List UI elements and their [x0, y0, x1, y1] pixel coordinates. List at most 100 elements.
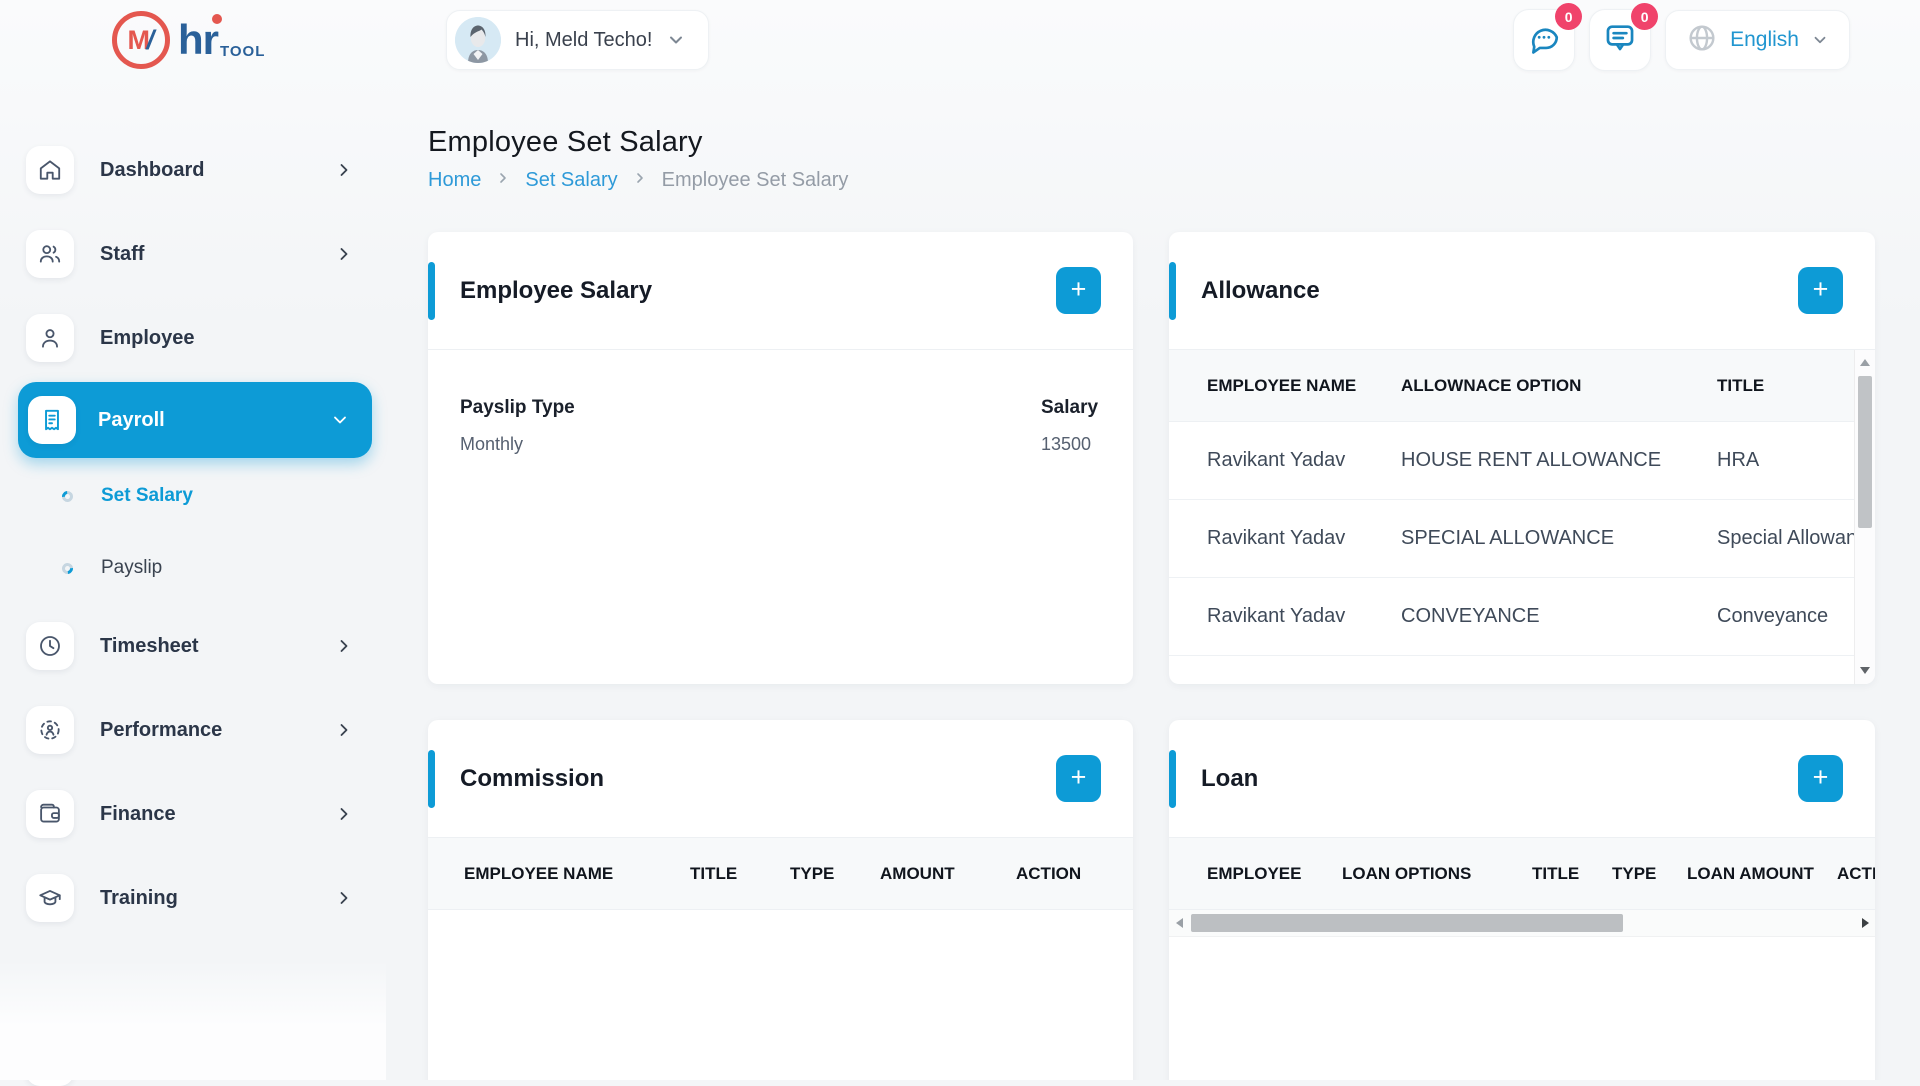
loan-table: EMPLOYEE LOAN OPTIONS TITLE TYPE LOAN AM…: [1169, 838, 1875, 937]
sidebar-subitem-payslip[interactable]: Payslip: [0, 532, 390, 604]
table-row: Ravikant Yadav HOUSE RENT ALLOWANCE HRA: [1169, 422, 1875, 500]
scrollbar-thumb[interactable]: [1858, 376, 1872, 528]
messages-button[interactable]: 0: [1589, 3, 1659, 71]
scroll-left-button[interactable]: [1169, 910, 1189, 936]
cell-employee-name: Ravikant Yadav: [1207, 449, 1346, 471]
sidebar-item-finance[interactable]: Finance: [0, 772, 390, 856]
card-accent-bar: [428, 750, 435, 808]
allowance-table-header: EMPLOYEE NAME ALLOWNACE OPTION TITLE: [1169, 350, 1875, 422]
sidebar-item-label: Finance: [100, 802, 176, 825]
sidebar-item-employee[interactable]: Employee: [0, 296, 390, 380]
employee-salary-card-title: Employee Salary: [460, 276, 653, 304]
loan-card: Loan + EMPLOYEE LOAN OPTIONS TITLE TYPE …: [1169, 720, 1875, 1080]
message-lines-icon: [1603, 21, 1637, 60]
employee-salary-card: Employee Salary + Payslip Type Monthly S…: [428, 232, 1133, 684]
chat-button[interactable]: 0: [1513, 3, 1583, 71]
sidebar-item-training[interactable]: Training: [0, 856, 390, 940]
cards-grid: Employee Salary + Payslip Type Monthly S…: [428, 232, 1875, 1080]
scrollbar-thumb[interactable]: [1191, 914, 1623, 932]
add-employee-salary-button[interactable]: +: [1056, 267, 1101, 314]
column-header: ACTION: [1016, 863, 1082, 883]
commission-card: Commission + EMPLOYEE NAME TITLE TYPE AM…: [428, 720, 1133, 1080]
scroll-right-button[interactable]: [1855, 910, 1875, 936]
breadcrumb-home-link[interactable]: Home: [428, 169, 482, 191]
sidebar-item-staff[interactable]: Staff: [0, 212, 390, 296]
sidebar-item-label: Performance: [100, 718, 223, 741]
chat-dots-icon: [1527, 21, 1561, 60]
subitem-label: Payslip: [101, 557, 163, 578]
breadcrumb-set-salary-link[interactable]: Set Salary: [525, 169, 618, 191]
sidebar-item-performance[interactable]: Performance: [0, 688, 390, 772]
cell-allowance-option: HOUSE RENT ALLOWANCE: [1401, 449, 1662, 471]
user-menu-button[interactable]: Hi, Meld Techo!: [446, 10, 710, 70]
allowance-card: Allowance + EMPLOYEE NAME ALLOWNACE OPTI…: [1169, 232, 1875, 684]
scroll-down-button[interactable]: [1855, 660, 1875, 680]
payslip-type-field: Payslip Type Monthly: [460, 394, 575, 457]
column-header: TYPE: [790, 863, 835, 883]
add-loan-button[interactable]: +: [1798, 755, 1843, 802]
chevron-right-icon: [334, 636, 354, 656]
horizontal-scrollbar[interactable]: [1169, 910, 1875, 937]
column-header: TITLE: [1717, 375, 1765, 395]
bullet-icon: [59, 488, 76, 504]
page-title: Employee Set Salary: [428, 126, 703, 158]
chevron-right-icon: [495, 169, 511, 192]
salary-label: Salary: [1041, 397, 1099, 418]
column-header: TYPE: [1612, 863, 1657, 883]
breadcrumb: Home Set Salary Employee Set Salary: [428, 169, 1872, 192]
greeting-text: Hi, Meld Techo!: [515, 28, 653, 51]
payslip-type-label: Payslip Type: [460, 397, 575, 418]
language-label: English: [1730, 28, 1799, 51]
globe-icon: [1686, 22, 1718, 59]
user-icon: [26, 314, 74, 362]
sidebar-item-label: Staff: [100, 242, 145, 265]
cell-allowance-option: CONVEYANCE: [1401, 605, 1540, 627]
table-row: Ravikant Yadav CONVEYANCE Conveyance: [1169, 578, 1875, 656]
loan-card-title: Loan: [1201, 764, 1259, 792]
salary-field: Salary 13500: [1041, 394, 1099, 457]
commission-table-header: EMPLOYEE NAME TITLE TYPE AMOUNT ACTION: [428, 838, 1133, 910]
salary-value: 13500: [1041, 433, 1092, 454]
card-accent-bar: [1169, 262, 1176, 320]
add-commission-button[interactable]: +: [1056, 755, 1101, 802]
chevron-down-icon: [666, 30, 686, 50]
column-header: AMOUNT: [880, 863, 955, 883]
logo-monogram-m: M: [127, 24, 150, 55]
employee-salary-body: Payslip Type Monthly Salary 13500: [428, 350, 1133, 457]
commission-table: EMPLOYEE NAME TITLE TYPE AMOUNT ACTION: [428, 838, 1133, 910]
scroll-up-button[interactable]: [1855, 352, 1875, 372]
sidebar-item-dashboard[interactable]: Dashboard: [0, 128, 390, 212]
chevron-down-icon: [1811, 31, 1829, 49]
target-icon: [26, 706, 74, 754]
sidebar-item-timesheet[interactable]: Timesheet: [0, 604, 390, 688]
language-selector[interactable]: English: [1665, 10, 1850, 70]
messages-badge: 0: [1631, 3, 1659, 30]
allowance-table: EMPLOYEE NAME ALLOWNACE OPTION TITLE Rav…: [1169, 350, 1875, 684]
column-header: ACTION: [1837, 863, 1875, 883]
loan-table-header: EMPLOYEE LOAN OPTIONS TITLE TYPE LOAN AM…: [1169, 838, 1875, 910]
cell-employee-name: Ravikant Yadav: [1207, 527, 1346, 549]
allowance-card-title: Allowance: [1201, 276, 1320, 304]
subitem-label: Set Salary: [101, 485, 193, 506]
topbar: M / hr TOOL Hi, Meld Techo!: [0, 0, 1920, 80]
vertical-scrollbar[interactable]: [1854, 350, 1875, 684]
payslip-type-value: Monthly: [460, 433, 524, 454]
column-header: TITLE: [1532, 863, 1580, 883]
topbar-actions: 0 0 English: [1513, 3, 1920, 71]
receipt-icon: [28, 396, 76, 444]
chevron-right-icon: [334, 160, 354, 180]
add-allowance-button[interactable]: +: [1798, 267, 1843, 314]
logo-wordmark: hr TOOL: [178, 14, 265, 64]
chevron-down-icon: [330, 410, 350, 430]
home-icon: [26, 146, 74, 194]
sidebar-subitem-set-salary[interactable]: Set Salary: [0, 460, 390, 532]
commission-card-title: Commission: [460, 764, 605, 792]
sidebar-item-label: Training: [100, 886, 178, 909]
chevron-right-icon: [632, 169, 648, 192]
column-header: LOAN OPTIONS: [1342, 863, 1472, 883]
cell-title: HRA: [1717, 449, 1760, 471]
sidebar-item-payroll[interactable]: Payroll: [18, 382, 372, 458]
graduation-cap-icon: [26, 874, 74, 922]
cell-employee-name: Ravikant Yadav: [1207, 605, 1346, 627]
